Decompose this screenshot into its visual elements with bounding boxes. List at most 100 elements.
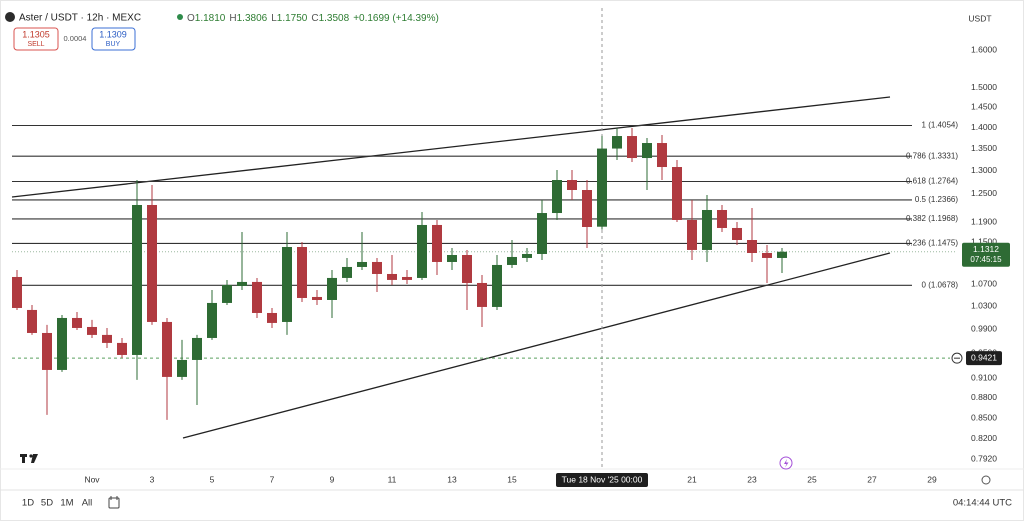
y-tick-label: 1.0300: [971, 301, 997, 311]
candle-body: [627, 136, 637, 159]
candle-body: [672, 167, 682, 220]
interval-button[interactable]: 5D: [41, 498, 53, 509]
candle-body: [72, 317, 82, 328]
candle-body: [117, 342, 127, 355]
candle-body: [42, 332, 52, 370]
candle-body: [507, 256, 517, 265]
candle-body: [357, 261, 367, 267]
candle-body: [642, 143, 652, 159]
fib-label: 0.382 (1.1968): [906, 214, 958, 223]
events-bolt: [784, 459, 789, 468]
candle-body: [12, 276, 22, 308]
candle-body: [702, 209, 712, 250]
symbol: Aster / USDT · 12h · MEXC: [19, 13, 141, 24]
settings-icon[interactable]: [981, 475, 991, 485]
ohlc-header: O1.1810 H1.3806 L1.1750 C1.3508 +0.1699 (+14…: [187, 13, 439, 24]
x-tick-label: 29: [927, 474, 937, 484]
candle-body: [327, 277, 337, 300]
candle-body: [342, 266, 352, 278]
x-tick-label: 15: [507, 474, 517, 484]
ohlc-value: 1.1750: [277, 13, 308, 24]
candle-body: [522, 253, 532, 258]
ohlc-key: O: [187, 13, 195, 24]
candle-body: [147, 204, 157, 322]
ohlc-key: C: [311, 13, 318, 24]
candle-body: [387, 273, 397, 280]
sell-price: 1.1305: [22, 29, 50, 39]
candle-body: [777, 251, 787, 258]
clock: 04:14:44 UTC: [953, 498, 1012, 509]
x-tick-label: 5: [210, 474, 215, 484]
candle-body: [612, 136, 622, 149]
spread: 0.0004: [64, 34, 87, 43]
ohlc-key: L: [271, 13, 277, 24]
fib-label: 0.618 (1.2764): [906, 177, 958, 186]
candle-body: [207, 302, 217, 338]
candle-body: [462, 255, 472, 283]
candle-body: [537, 213, 547, 254]
trend-line-upper: [11, 96, 891, 198]
x-tick-label: 25: [807, 474, 817, 484]
candle-body: [597, 148, 607, 227]
y-tick-label: 1.0700: [971, 278, 997, 288]
y-tick-label: 0.8500: [971, 412, 997, 422]
candle-body: [87, 326, 97, 335]
candle-body: [492, 264, 502, 307]
x-tick-label: 9: [330, 474, 335, 484]
y-tick-label: 0.8200: [971, 433, 997, 443]
interval-button[interactable]: All: [82, 498, 93, 509]
x-tick-label: 23: [747, 474, 757, 484]
y-tick-label: 1.1900: [971, 217, 997, 227]
candle-body: [582, 190, 592, 227]
last-price-label: 1.1312: [973, 244, 999, 254]
sell-button[interactable]: [13, 27, 59, 51]
y-tick-label: 1.3500: [971, 143, 997, 153]
last-price-box: [962, 242, 1010, 267]
candle-body: [27, 309, 37, 333]
countdown: 07:45:15: [970, 255, 1002, 264]
candle-body: [162, 321, 172, 377]
candle-body: [747, 239, 757, 253]
interval-button[interactable]: 1D: [22, 498, 34, 509]
y-tick-label: 0.9100: [971, 373, 997, 383]
currency[interactable]: USDT: [968, 13, 991, 23]
y-tick-label: 1.4500: [971, 102, 997, 112]
candle-body: [372, 261, 382, 274]
symbol-icon: [5, 12, 15, 22]
candles: [12, 8, 955, 468]
candle-body: [102, 334, 112, 343]
alert-label: 0.9421: [971, 352, 997, 362]
candle-body: [717, 209, 727, 228]
buy-button[interactable]: [91, 27, 136, 51]
alert-box: [966, 351, 1002, 366]
candle-body: [477, 282, 487, 307]
candle-body: [567, 180, 577, 191]
candle-body: [432, 224, 442, 262]
crosshair-box: [556, 473, 648, 487]
status-dot: [177, 14, 183, 20]
change: +0.1699 (+14.39%): [353, 13, 439, 24]
crosshair-label: Tue 18 Nov '25 00:00: [562, 474, 643, 484]
fib-label: 0.5 (1.2366): [915, 195, 958, 204]
x-tick-label: Nov: [84, 474, 100, 484]
fib-label: 0.786 (1.3331): [906, 151, 958, 160]
interval-button[interactable]: 1M: [60, 498, 73, 509]
candle-body: [222, 284, 232, 303]
candle-body: [447, 255, 457, 262]
y-tick-label: 1.6000: [971, 44, 997, 54]
y-tick-label: 0.7920: [971, 453, 997, 463]
candle-body: [402, 276, 412, 280]
y-tick-label: 1.2500: [971, 188, 997, 198]
candle-body: [282, 246, 292, 322]
date-range-icon[interactable]: [108, 496, 120, 509]
x-tick-label: 27: [867, 474, 877, 484]
candle-body: [57, 317, 67, 370]
x-tick-label: 13: [447, 474, 457, 484]
candle-body: [552, 180, 562, 214]
logo: [20, 454, 38, 463]
candle-body: [237, 281, 247, 286]
x-tick-label: 7: [270, 474, 275, 484]
y-tick-label: 1.5000: [971, 82, 997, 92]
buy-label: BUY: [106, 41, 121, 48]
